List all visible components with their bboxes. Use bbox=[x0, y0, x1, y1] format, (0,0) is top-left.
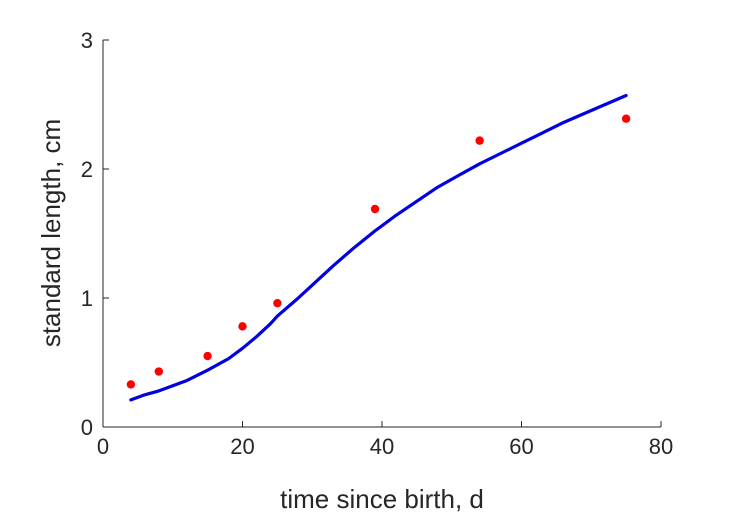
data-point bbox=[475, 136, 484, 145]
y-tick-label: 1 bbox=[81, 286, 93, 311]
x-tick-label: 60 bbox=[509, 434, 533, 459]
y-axis-label: standard length, cm bbox=[36, 119, 66, 347]
data-point bbox=[238, 322, 247, 331]
data-point bbox=[273, 298, 282, 308]
data-point bbox=[370, 204, 380, 214]
axes: 0 20 40 60 80 0 1 2 3 bbox=[81, 28, 673, 459]
plot-area bbox=[126, 93, 631, 402]
model-fit-line bbox=[129, 93, 628, 402]
data-point bbox=[621, 114, 631, 123]
x-tick-label: 0 bbox=[97, 434, 109, 459]
y-tick-label: 0 bbox=[81, 415, 93, 440]
x-axis-label: time since birth, d bbox=[280, 484, 484, 514]
y-tick-label: 3 bbox=[81, 28, 93, 53]
data-point bbox=[203, 351, 212, 361]
data-point bbox=[154, 367, 163, 376]
x-tick-label: 40 bbox=[370, 434, 394, 459]
x-tick-label: 20 bbox=[230, 434, 254, 459]
data-point bbox=[126, 380, 136, 389]
x-tick-label: 80 bbox=[649, 434, 673, 459]
y-tick-label: 2 bbox=[81, 157, 93, 182]
